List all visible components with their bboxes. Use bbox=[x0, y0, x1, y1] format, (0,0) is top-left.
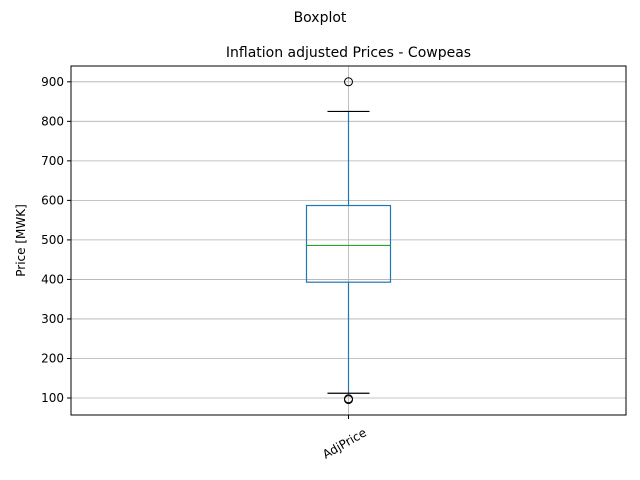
outlier-point bbox=[344, 395, 353, 405]
y-tick-label: 200 bbox=[41, 351, 64, 365]
y-axis-label: Price [MWK] bbox=[14, 204, 28, 277]
y-tick-label: 900 bbox=[41, 75, 64, 89]
y-tick-label: 300 bbox=[41, 312, 64, 326]
box-iqr bbox=[305, 204, 392, 283]
y-tick-label: 800 bbox=[41, 114, 64, 128]
figure-suptitle: Boxplot bbox=[294, 10, 347, 26]
x-axis-ticks: AdjPrice bbox=[320, 415, 369, 462]
y-tick-label: 400 bbox=[41, 272, 64, 286]
plot-area bbox=[305, 77, 392, 405]
axes-title: Inflation adjusted Prices - Cowpeas bbox=[226, 45, 471, 61]
y-axis-ticks: 100 200 300 400 500 600 700 800 900 bbox=[41, 75, 71, 405]
y-tick-label: 500 bbox=[41, 233, 64, 247]
x-tick-label: AdjPrice bbox=[320, 425, 369, 461]
y-tick-label: 600 bbox=[41, 193, 64, 207]
outlier-point bbox=[344, 77, 353, 87]
y-tick-label: 700 bbox=[41, 154, 64, 168]
y-tick-label: 100 bbox=[41, 391, 64, 405]
